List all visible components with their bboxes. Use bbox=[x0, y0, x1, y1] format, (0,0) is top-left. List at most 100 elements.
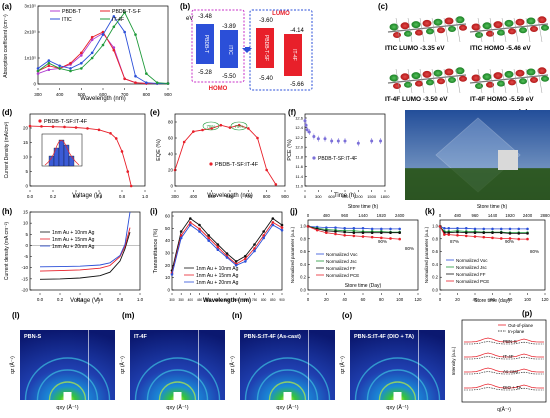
data-point-i0 bbox=[253, 243, 256, 246]
legend-a-1: PBDB-T bbox=[62, 9, 82, 15]
b-right-midbottom: -5.66 bbox=[290, 82, 304, 88]
x-tick-label: 1800 bbox=[381, 194, 391, 199]
legend-marker-e bbox=[209, 162, 213, 166]
x-tick-label: 0.8 bbox=[119, 194, 126, 199]
yticks-k: 0.0 0.2 0.4 0.6 0.8 1.0 bbox=[432, 224, 442, 293]
orbital-image bbox=[387, 16, 467, 43]
data-point-pce bbox=[379, 139, 383, 143]
legend-h: 1nm Au + 10nm Ag 1nm Au + 15nm Ag 1nm Au… bbox=[40, 230, 95, 250]
data-point-jv bbox=[40, 125, 43, 128]
y-tick-label: 20 bbox=[165, 263, 171, 268]
data-point-eqe bbox=[219, 123, 223, 127]
x-tick-label: 1.0 bbox=[137, 297, 144, 302]
y-tick-label: 0 bbox=[25, 184, 28, 189]
data-point-PBDB-T bbox=[90, 38, 94, 42]
data-point-i0 bbox=[271, 217, 275, 220]
top-x-tick-label: 0 bbox=[439, 213, 442, 218]
p-curve-4: DIO + TA bbox=[503, 385, 521, 390]
y-tick-label: -5 bbox=[24, 254, 28, 259]
x-tick-label: 850 bbox=[270, 298, 276, 302]
top-xticks-j: 0 480 960 1440 1920 2400 bbox=[307, 213, 405, 218]
top-x-tick-label: 480 bbox=[454, 213, 462, 218]
xlabel-d: Voltage (V) bbox=[72, 193, 102, 199]
data-point-eqe bbox=[210, 127, 213, 130]
data-point-i2 bbox=[207, 239, 210, 242]
orbital-lobe bbox=[433, 69, 443, 77]
b-left-midbottom: -5.50 bbox=[222, 74, 236, 80]
plot-frame-f bbox=[304, 113, 386, 187]
scattering-ring bbox=[36, 369, 99, 401]
orbital-lobe bbox=[530, 26, 538, 32]
side-chain bbox=[501, 17, 507, 43]
data-point-j3 bbox=[343, 233, 346, 237]
legend-k-2: Normalized Jsc bbox=[456, 265, 488, 270]
xlabel-o: qxy (Å⁻¹) bbox=[386, 404, 408, 411]
data-point-k3 bbox=[491, 236, 494, 240]
xlabel-i: Wavelength (nm) bbox=[203, 298, 251, 304]
data-point-pce bbox=[330, 139, 334, 143]
x-tick-label: 600 bbox=[99, 92, 107, 97]
data-point-i1 bbox=[216, 245, 220, 249]
y-tick-label: 0.4 bbox=[300, 262, 306, 267]
data-point-j2 bbox=[361, 231, 365, 235]
side-chain bbox=[407, 17, 413, 43]
series-line-h0 bbox=[39, 231, 131, 280]
panel-label-d: (d) bbox=[2, 108, 13, 117]
data-point-k3 bbox=[526, 237, 529, 241]
data-point-PBDB-T-S-F bbox=[80, 51, 83, 55]
x-tick-label: 0.2 bbox=[50, 194, 57, 199]
data-point-k3 bbox=[499, 237, 503, 240]
x-tick-label: 120 bbox=[415, 297, 423, 302]
y-tick-label: 10 bbox=[23, 221, 29, 226]
plot-area-p bbox=[464, 337, 544, 391]
orbital-lobe bbox=[426, 28, 434, 35]
y-tick-label: 12.0 bbox=[295, 145, 304, 150]
data-point-j2 bbox=[325, 229, 328, 233]
x-tick-label: 20 bbox=[455, 297, 460, 302]
data-point-eqe bbox=[228, 126, 232, 129]
panel-label-i: (i) bbox=[150, 207, 158, 216]
data-point-pce bbox=[307, 130, 311, 134]
data-point-pce bbox=[336, 139, 340, 143]
molecule-backbone bbox=[469, 23, 549, 33]
plot-area-e bbox=[173, 123, 278, 186]
yticks-a: 0 1x10⁵ 2x10⁵ 3x10⁵ bbox=[24, 4, 40, 87]
data-point-i2 bbox=[198, 230, 201, 233]
x-tick-label: 60 bbox=[361, 297, 366, 302]
side-chain bbox=[525, 68, 531, 94]
orbital-lobe bbox=[404, 81, 412, 88]
profile-in-plane bbox=[464, 387, 544, 391]
side-chain bbox=[455, 17, 461, 43]
data-point-k3 bbox=[438, 225, 442, 228]
xticks-i: 300 350 400 450 500 550 600 650 700 750 800 850 900 bbox=[169, 293, 285, 302]
data-point-i2 bbox=[280, 228, 284, 232]
hist-bar bbox=[68, 155, 75, 167]
data-point-i2 bbox=[271, 223, 275, 227]
panel-n: (n) PBN-S:IT-4F (As-cast) qxy (Å⁻¹) qz (Å⁻¹… bbox=[229, 311, 335, 411]
plot-area-i bbox=[170, 217, 284, 276]
x-tick-label: 600 bbox=[226, 194, 234, 199]
photo-ground bbox=[405, 168, 550, 200]
xticks-e: 300 400 500 600 700 800 900 bbox=[171, 190, 289, 199]
orbital-lobe bbox=[493, 21, 503, 29]
data-point-PBDB-T bbox=[47, 68, 51, 71]
legend-a: PBDB-T ITIC PBDB-T-S-F IT-4F bbox=[50, 9, 141, 23]
orbital-lobe bbox=[459, 75, 467, 82]
legend-j-2: Normalized Jsc bbox=[326, 259, 358, 264]
legend-k-1: Normalized Voc bbox=[456, 258, 488, 263]
data-point-i1 bbox=[253, 247, 256, 250]
y-tick-label: 30 bbox=[165, 251, 171, 256]
x-tick-label: 700 bbox=[245, 194, 253, 199]
b-arrow-head bbox=[242, 48, 252, 53]
side-chain bbox=[513, 17, 519, 43]
orbital-lobe bbox=[444, 68, 454, 76]
x-tick-label: 20 bbox=[324, 297, 329, 302]
data-point-j2 bbox=[334, 230, 337, 233]
data-point-k0 bbox=[508, 227, 512, 231]
legend-k: Normalized Voc Normalized Jsc Normalized… bbox=[446, 258, 489, 284]
side-chain bbox=[443, 68, 449, 94]
side-chain bbox=[395, 68, 401, 94]
data-point-j2 bbox=[389, 231, 392, 235]
x-tick-label: 800 bbox=[263, 194, 271, 199]
yticks-d: 0 5 10 15 20 bbox=[23, 126, 32, 189]
